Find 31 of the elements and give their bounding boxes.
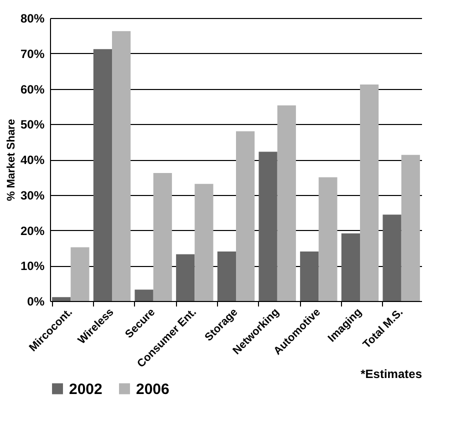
- y-tick-label: 80%: [20, 12, 45, 26]
- bar: [300, 251, 319, 301]
- text: *Estimates: [360, 367, 422, 381]
- y-tick-label: 30%: [20, 188, 45, 202]
- bar: [217, 251, 236, 301]
- bar: [236, 131, 255, 301]
- bar: [153, 172, 172, 301]
- y-tick-label: 10%: [20, 259, 45, 274]
- legend-label: 2002: [69, 380, 102, 398]
- y-tick-label: 0%: [27, 294, 45, 308]
- legend-label: 2006: [136, 380, 170, 398]
- bar: [382, 214, 402, 301]
- bar: [318, 177, 338, 301]
- bar: [176, 254, 195, 301]
- y-tick-label: 70%: [20, 46, 45, 61]
- bar: [401, 154, 420, 301]
- bar: [277, 105, 296, 301]
- y-tick-label: 40%: [20, 153, 45, 167]
- y-tick-label: 50%: [20, 118, 45, 132]
- bar: [70, 247, 90, 301]
- y-axis-title: % Market Share: [5, 119, 18, 201]
- bar: [93, 49, 112, 301]
- y-tick-label: 60%: [20, 82, 45, 96]
- bar: [134, 290, 154, 301]
- y-tick-label: 20%: [20, 224, 45, 238]
- bar: [194, 184, 214, 301]
- bar: [341, 233, 360, 301]
- bar: [112, 31, 131, 301]
- bar: [52, 297, 71, 301]
- bar: [258, 152, 278, 301]
- bar: [360, 84, 379, 301]
